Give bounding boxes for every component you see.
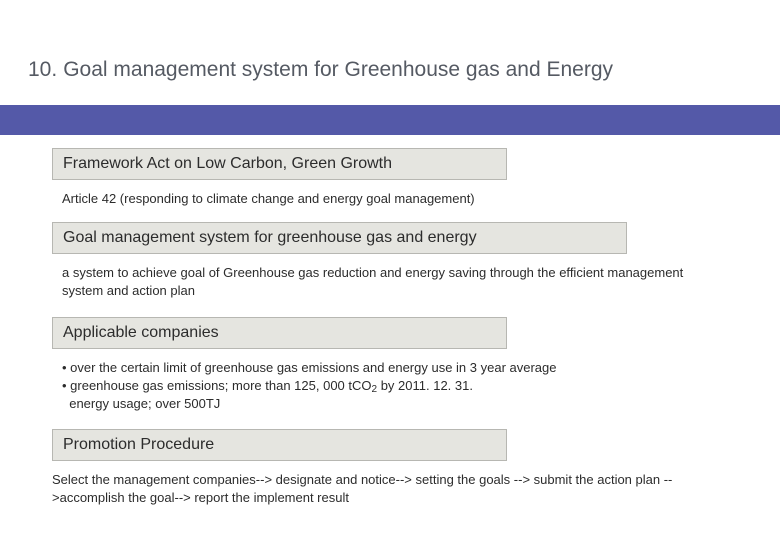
bullet-line: • greenhouse gas emissions; more than 12…: [62, 377, 722, 395]
section-body-procedure: Select the management companies--> desig…: [52, 471, 712, 507]
section-heading-applicable: Applicable companies: [52, 317, 507, 349]
title-number: 10.: [28, 58, 57, 82]
section-body-framework: Article 42 (responding to climate change…: [62, 190, 722, 208]
subscript: 2: [372, 384, 378, 395]
accent-bar: [0, 105, 780, 135]
section-heading-procedure: Promotion Procedure: [52, 429, 507, 461]
bullet-line-indent: energy usage; over 500TJ: [62, 395, 722, 413]
content-area: Framework Act on Low Carbon, Green Growt…: [52, 148, 732, 524]
section-body-applicable: • over the certain limit of greenhouse g…: [62, 359, 722, 414]
bullet-line: • over the certain limit of greenhouse g…: [62, 359, 722, 377]
section-heading-goal-system: Goal management system for greenhouse ga…: [52, 222, 627, 254]
section-heading-framework: Framework Act on Low Carbon, Green Growt…: [52, 148, 507, 180]
section-body-goal-system: a system to achieve goal of Greenhouse g…: [62, 264, 722, 300]
title-text: Goal management system for Greenhouse ga…: [63, 58, 613, 82]
slide-title: 10. Goal management system for Greenhous…: [28, 58, 613, 82]
